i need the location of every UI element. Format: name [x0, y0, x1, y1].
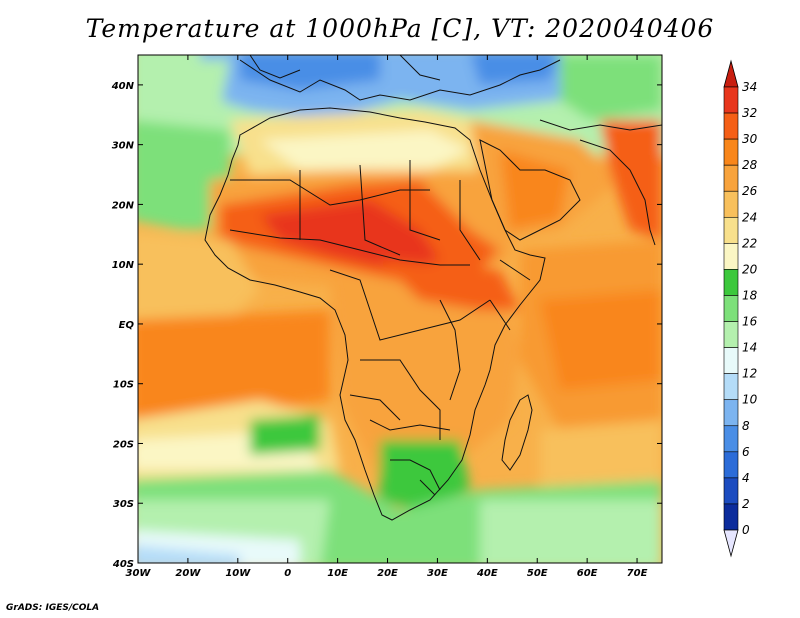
colorbar-segment [723, 269, 739, 296]
colorbar-bottom-arrow [723, 529, 739, 558]
lat-tick-label: 10N [112, 260, 135, 271]
lat-tick-label: 40S [112, 559, 134, 570]
colorbar-segment [723, 216, 739, 244]
lon-tick-label: 0 [284, 568, 291, 579]
arabia-outline [479, 139, 581, 241]
colorbar-label: 4 [742, 471, 750, 485]
lat-tick-label: EQ [119, 320, 135, 331]
credit-label: GrADS: IGES/COLA [6, 603, 100, 613]
lon-tick-label: 20E [377, 568, 398, 579]
colorbar-segment [723, 373, 739, 401]
colorbar-label: 0 [742, 523, 750, 537]
colorbar-segment [723, 86, 739, 114]
africa-outline [204, 107, 546, 521]
plot-frame [137, 54, 663, 564]
colorbar-label: 16 [742, 315, 758, 329]
map-title: Temperature at 1000hPa [C], VT: 20200404… [85, 14, 715, 43]
colorbar-segment [723, 112, 739, 140]
colorbar-label: 2 [742, 497, 750, 511]
colorbar-top-arrow [723, 59, 739, 88]
colorbar-label: 6 [742, 445, 750, 459]
lat-tick-label: 10S [113, 380, 134, 391]
lat-tick-label: 40N [111, 81, 135, 92]
colorbar-segment [723, 425, 739, 453]
madagascar-outline [501, 394, 533, 471]
lon-tick-label: 60E [577, 568, 598, 579]
coastlines [204, 55, 662, 521]
lon-tick-label: 10E [327, 568, 348, 579]
lon-tick-label: 50E [527, 568, 548, 579]
colorbar-segment [723, 138, 739, 166]
map-axes: 30W 20W 10W 0 10E 20E 30E 40E 50E 60E 70E 40N 30N 20N… [111, 55, 662, 579]
colorbar-segment [723, 399, 739, 427]
colorbar-segment [723, 243, 739, 270]
lon-tick-label: 20W [175, 568, 201, 579]
colorbar-segment [723, 503, 739, 531]
lat-tick-label: 30S [113, 499, 134, 510]
lon-tick-label: 10W [225, 568, 251, 579]
field-atlantic-green [138, 120, 230, 230]
lon-tick-label: 30W [126, 568, 152, 579]
colorbar-segment [723, 451, 739, 479]
colorbar-label: 12 [742, 367, 757, 381]
colorbar-label: 14 [742, 341, 757, 355]
lon-tick-label: 70E [627, 568, 648, 579]
colorbar-segment [723, 295, 739, 322]
colorbar-segment [723, 164, 739, 192]
colorbar-label: 34 [742, 80, 757, 94]
colorbar-label: 10 [742, 393, 758, 407]
colorbar-label: 30 [742, 132, 758, 146]
colorbar-label: 8 [742, 419, 750, 433]
colorbar-segment [723, 477, 739, 505]
lat-tick-label: 20S [113, 439, 134, 450]
field-europe-blue [240, 55, 380, 90]
colorbar-segment [723, 190, 739, 218]
colorbar-label: 20 [742, 262, 758, 276]
colorbar-label: 26 [742, 184, 758, 198]
lat-tick-label: 20N [112, 200, 135, 211]
colorbar-label: 32 [742, 106, 757, 120]
temperature-field [138, 55, 662, 563]
lon-tick-label: 40E [476, 568, 498, 579]
colorbar-label: 28 [742, 158, 758, 172]
colorbar-label: 24 [742, 210, 757, 224]
lat-tick-label: 30N [112, 141, 135, 152]
lon-tick-label: 30E [427, 568, 448, 579]
colorbar-label: 22 [742, 236, 757, 250]
colorbar-segment [723, 347, 739, 374]
colorbar-label: 18 [742, 288, 758, 302]
colorbar-segment [723, 321, 739, 348]
